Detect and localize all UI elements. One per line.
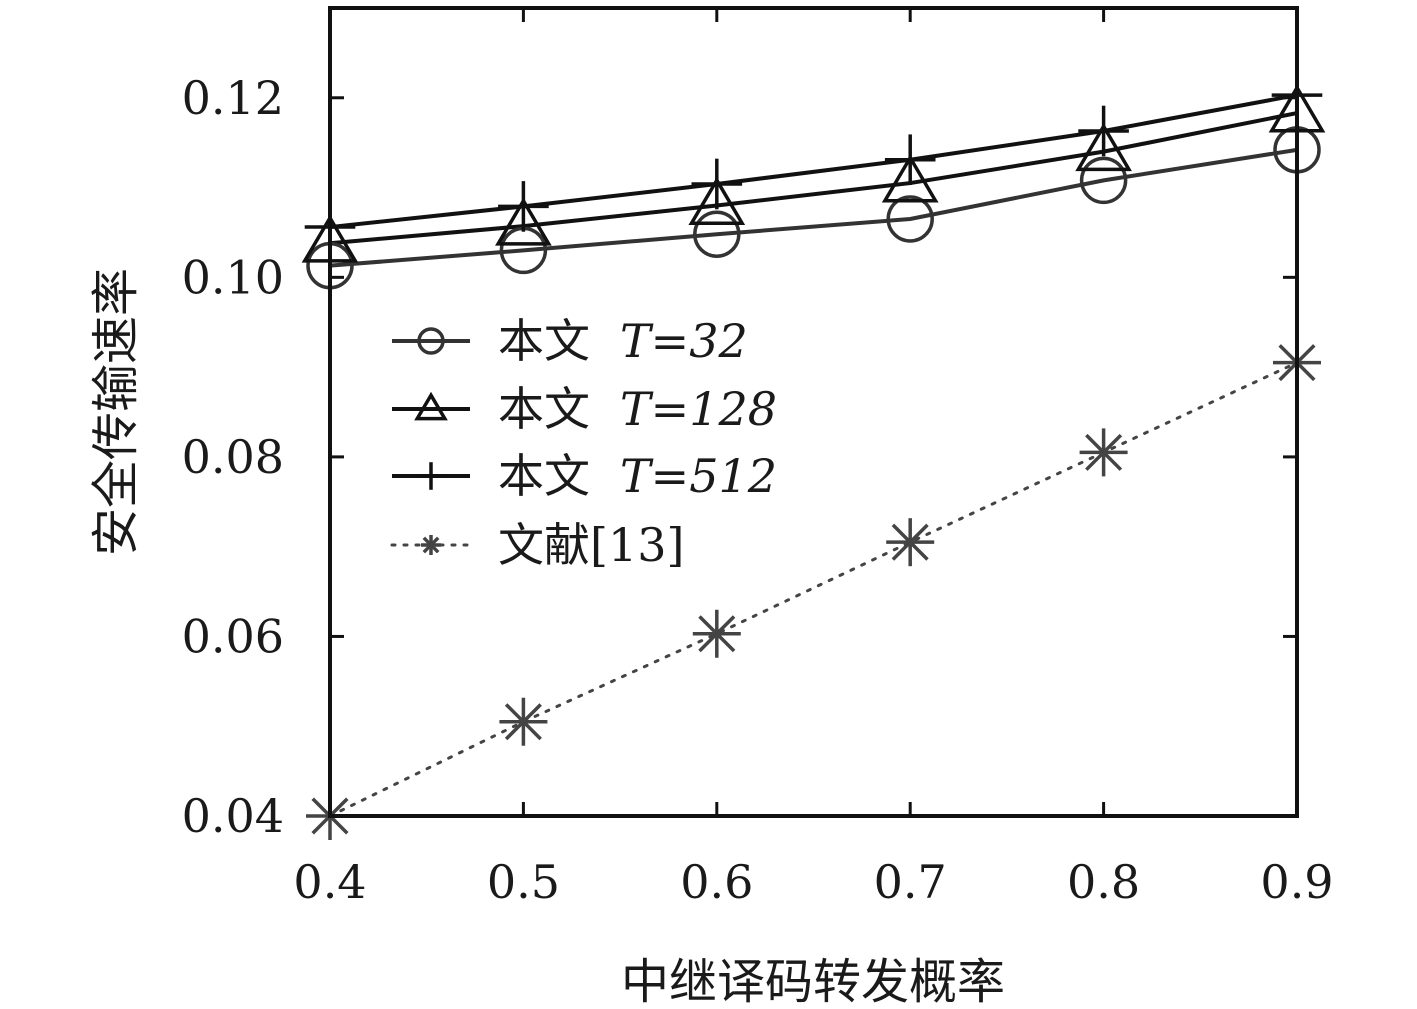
data-point-triangle [414,391,448,421]
y-tick-label: 0.12 [182,71,284,125]
data-point-triangle [881,154,939,203]
x-tick-label: 0.4 [293,855,366,909]
legend-entry: 本文 T=512 [392,449,777,503]
x-tick-label: 0.9 [1260,855,1333,909]
legend-label: 文献[13] [498,518,684,572]
y-tick-label: 0.04 [182,789,284,843]
data-point-circle [417,327,445,355]
y-tick-label: 0.08 [182,430,284,484]
legend: 本文 T=32 本文 T=128 本文 T=512 文献[13] [390,314,777,572]
y-tick-label: 0.10 [182,250,284,304]
data-point-triangle [495,197,552,246]
y-axis-label: 安全传输速率 [88,268,144,556]
series-line-3 [328,361,1299,818]
data-point-circle [693,210,741,258]
x-tick-label: 0.6 [680,855,753,909]
data-point-plus [1078,105,1129,157]
data-point-circle [1079,156,1128,205]
legend-label: 本文 T=128 [498,382,777,436]
data-point-plus [417,462,445,490]
x-tick-labels: 0.4 0.5 0.6 0.7 0.8 0.9 [293,855,1333,909]
legend-entry: 文献[13] [390,518,684,572]
series-lines [328,93,1299,818]
plot-frame [328,6,1299,818]
series-line-0 [329,147,1298,268]
y-tick-labels: 0.04 0.06 0.08 0.10 0.12 [182,71,284,843]
legend-label: 本文 T=512 [498,449,777,503]
legend-entry: 本文 T=32 [392,314,748,368]
data-point-star [1079,428,1128,477]
y-tick-label: 0.06 [182,609,284,663]
legend-label: 本文 T=32 [498,314,748,368]
data-point-star [886,518,935,567]
data-point-star [692,609,741,658]
data-point-triangle [1075,122,1132,172]
data-point-star [421,535,441,555]
data-point-plus [691,158,743,210]
series-line-2 [329,93,1298,230]
data-point-circle [886,195,934,243]
x-tick-label: 0.5 [487,855,560,909]
x-tick-label: 0.7 [874,855,947,909]
data-point-triangle [688,176,746,225]
x-tick-label: 0.8 [1067,855,1140,909]
legend-entry: 本文 T=128 [392,382,777,436]
series-markers [301,69,1326,840]
data-point-plus [884,134,936,186]
axis-ticks [328,8,1299,818]
data-point-plus [498,181,549,232]
data-point-star [499,697,548,746]
series-line-1 [329,111,1298,246]
x-axis-label: 中继译码转发概率 [621,954,1005,1009]
